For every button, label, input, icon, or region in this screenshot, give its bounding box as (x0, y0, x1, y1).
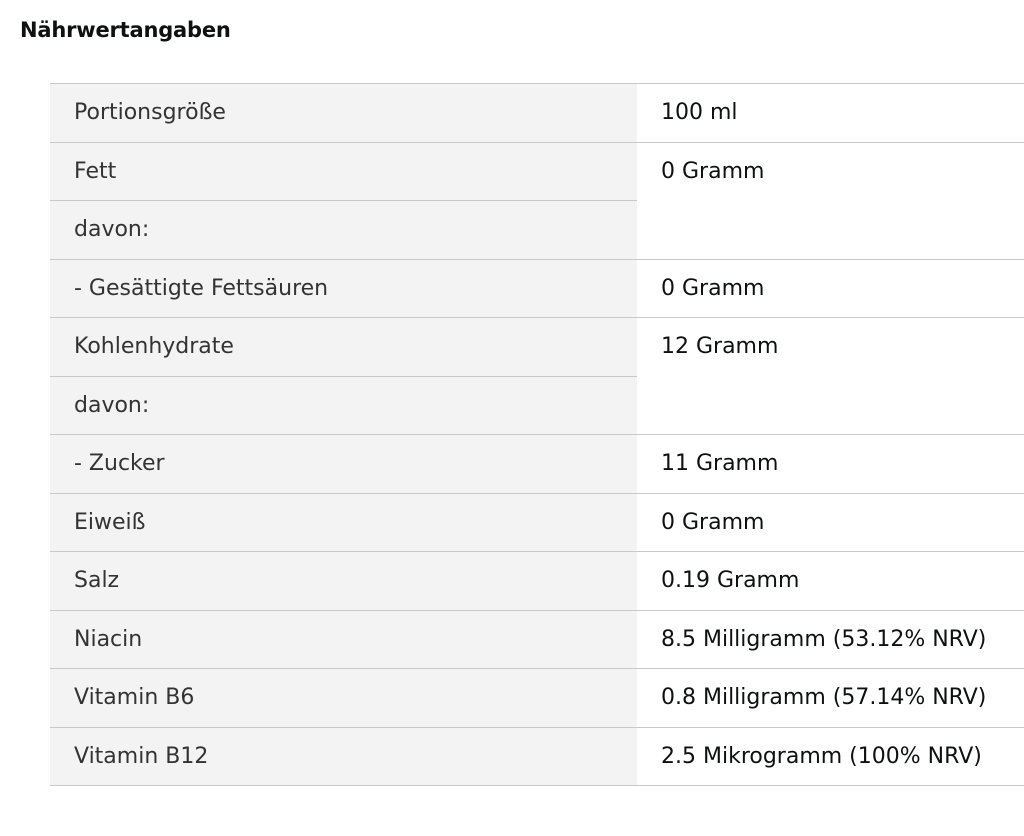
row-value: 8.5 Milligramm (53.12% NRV) (637, 609, 1024, 669)
section-title: Nährwertangaben (20, 18, 231, 42)
table-row: Vitamin B6 0.8 Milligramm (57.14% NRV) (50, 668, 1024, 728)
row-value: 0.8 Milligramm (57.14% NRV) (637, 668, 1024, 728)
table-row: - Gesättigte Fettsäuren 0 Gramm (50, 258, 1024, 318)
row-label: - Gesättigte Fettsäuren (50, 258, 637, 318)
row-value: 100 ml (637, 83, 1024, 143)
table-row: Eiweiß 0 Gramm (50, 492, 1024, 552)
row-value: 12 Gramm (637, 317, 1024, 435)
table-row: - Zucker 11 Gramm (50, 434, 1024, 494)
table-row: Salz 0.19 Gramm (50, 551, 1024, 611)
table-row: davon: (50, 200, 1024, 260)
row-value: 0.19 Gramm (637, 551, 1024, 611)
table-row: davon: (50, 375, 1024, 435)
row-value: 0 Gramm (637, 141, 1024, 260)
row-value: 2.5 Mikrogramm (100% NRV) (637, 726, 1024, 786)
row-label: davon: (50, 200, 637, 260)
row-label: - Zucker (50, 434, 637, 494)
row-label: Fett (50, 141, 637, 201)
table-row: Kohlenhydrate 12 Gramm (50, 317, 1024, 435)
row-label: Vitamin B6 (50, 668, 637, 728)
row-label: Salz (50, 551, 637, 611)
row-label: davon: (50, 375, 637, 435)
table-row: Fett 0 Gramm (50, 141, 1024, 260)
row-label: Niacin (50, 609, 637, 669)
row-value: 0 Gramm (637, 258, 1024, 318)
table-row: Portionsgröße 100 ml (50, 83, 1024, 143)
table-row: Vitamin B12 2.5 Mikrogramm (100% NRV) (50, 726, 1024, 786)
row-label: Vitamin B12 (50, 726, 637, 786)
row-value: 11 Gramm (637, 434, 1024, 494)
nutrition-table: Portionsgröße 100 ml Fett 0 Gramm davon:… (50, 83, 1024, 786)
table-row: Niacin 8.5 Milligramm (53.12% NRV) (50, 609, 1024, 669)
row-label: Eiweiß (50, 492, 637, 552)
row-label: Kohlenhydrate (50, 317, 637, 377)
row-label: Portionsgröße (50, 83, 637, 143)
row-value: 0 Gramm (637, 492, 1024, 552)
